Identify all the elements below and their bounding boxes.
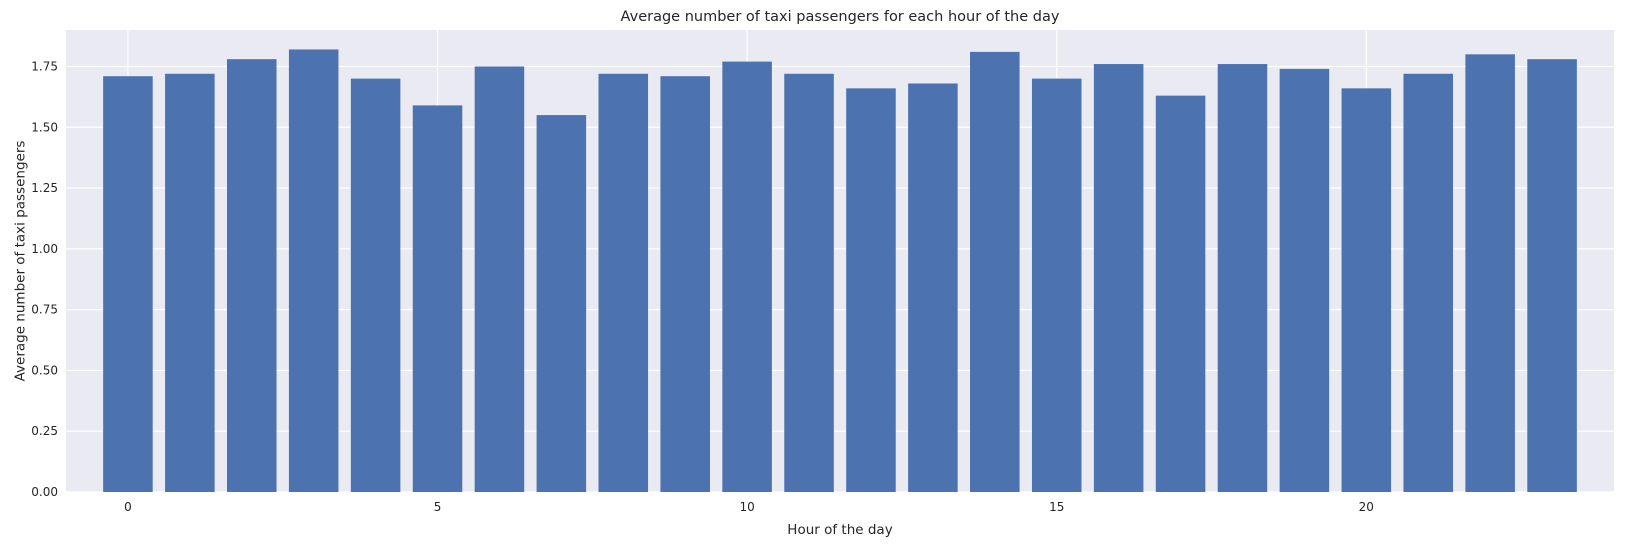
bar: [1217, 64, 1268, 492]
bar: [350, 78, 401, 492]
y-tick-label: 0.25: [31, 424, 58, 438]
bar: [660, 76, 710, 492]
bars: [103, 49, 1577, 493]
bar: [1527, 59, 1577, 492]
y-tick-label: 1.75: [31, 59, 58, 73]
x-axis-label: Hour of the day: [787, 522, 892, 538]
bar: [846, 88, 896, 492]
bar: [103, 76, 153, 492]
bar: [1031, 78, 1082, 492]
bar: [970, 51, 1020, 492]
y-tick-label: 0.75: [31, 303, 58, 317]
bar: [1403, 73, 1454, 492]
bar: [288, 49, 339, 492]
bar: [165, 73, 215, 492]
bar: [722, 61, 772, 492]
x-tick-label: 20: [1359, 500, 1374, 514]
x-tick-label: 0: [124, 500, 132, 514]
bar: [474, 66, 525, 492]
y-tick-label: 1.00: [31, 242, 58, 256]
bar: [1093, 64, 1144, 492]
y-tick-label: 1.25: [31, 181, 58, 195]
bar: [412, 105, 463, 493]
bar: [908, 83, 958, 492]
bar: [784, 73, 834, 492]
bar: [1279, 68, 1330, 492]
x-tick-label: 15: [1049, 500, 1064, 514]
bar: [226, 59, 277, 492]
y-axis-ticks: 0.00 0.25 0.50 0.75 1.00 1.25 1.50 1.75: [31, 59, 58, 499]
x-axis-ticks: 0 5 10 15 20: [124, 500, 1374, 514]
y-tick-label: 1.50: [31, 120, 58, 134]
x-tick-label: 5: [434, 500, 442, 514]
chart-title: Average number of taxi passengers for ea…: [621, 9, 1060, 25]
bar: [1465, 54, 1515, 492]
y-axis-label: Average number of taxi passengers: [13, 141, 29, 382]
x-tick-label: 10: [739, 500, 754, 514]
bar: [598, 73, 649, 492]
y-tick-label: 0.00: [31, 485, 58, 499]
bar: [1341, 88, 1392, 492]
bar: [1155, 95, 1206, 492]
bar: [536, 115, 587, 493]
y-tick-label: 0.50: [31, 363, 58, 377]
